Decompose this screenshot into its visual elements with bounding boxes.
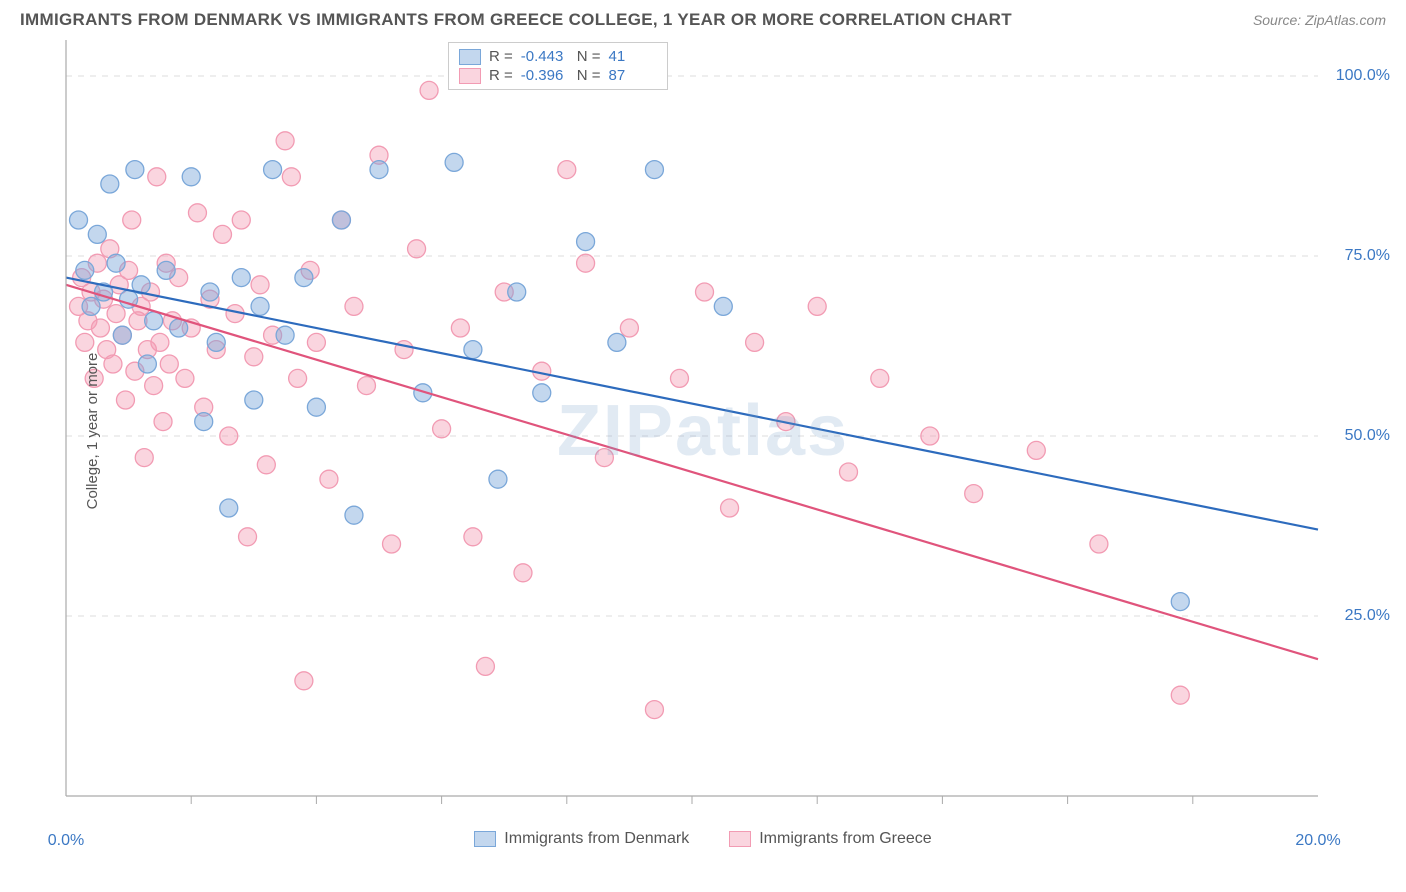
- y-tick-label: 25.0%: [1345, 607, 1390, 625]
- legend-label: Immigrants from Greece: [759, 830, 931, 848]
- legend-bottom: Immigrants from Denmark Immigrants from G…: [0, 830, 1406, 848]
- legend-stats: R = -0.443 N = 41 R = -0.396 N = 87: [448, 42, 668, 90]
- r-label: R =: [489, 67, 513, 84]
- n-value: 41: [609, 48, 657, 65]
- y-tick-label: 50.0%: [1345, 427, 1390, 445]
- n-value: 87: [609, 67, 657, 84]
- r-value: -0.443: [521, 48, 569, 65]
- n-label: N =: [577, 48, 601, 65]
- legend-swatch: [459, 49, 481, 65]
- title-bar: IMMIGRANTS FROM DENMARK VS IMMIGRANTS FR…: [0, 0, 1406, 36]
- scatter-plot: [18, 36, 1388, 826]
- r-value: -0.396: [521, 67, 569, 84]
- source-label: Source: ZipAtlas.com: [1253, 12, 1386, 28]
- x-tick-label: 20.0%: [1295, 832, 1340, 850]
- y-tick-label: 75.0%: [1345, 247, 1390, 265]
- legend-item: Immigrants from Greece: [729, 830, 931, 848]
- n-label: N =: [577, 67, 601, 84]
- legend-stat-row: R = -0.396 N = 87: [459, 66, 657, 85]
- legend-item: Immigrants from Denmark: [474, 830, 689, 848]
- r-label: R =: [489, 48, 513, 65]
- legend-swatch: [474, 831, 496, 847]
- legend-stat-row: R = -0.443 N = 41: [459, 47, 657, 66]
- chart-container: College, 1 year or more ZIPatlas R =-0.4…: [18, 36, 1388, 826]
- chart-title: IMMIGRANTS FROM DENMARK VS IMMIGRANTS FR…: [20, 10, 1012, 30]
- legend-swatch: [729, 831, 751, 847]
- y-axis-label: College, 1 year or more: [84, 353, 101, 510]
- legend-label: Immigrants from Denmark: [504, 830, 689, 848]
- x-tick-label: 0.0%: [48, 832, 84, 850]
- y-tick-label: 100.0%: [1336, 67, 1390, 85]
- legend-swatch: [459, 68, 481, 84]
